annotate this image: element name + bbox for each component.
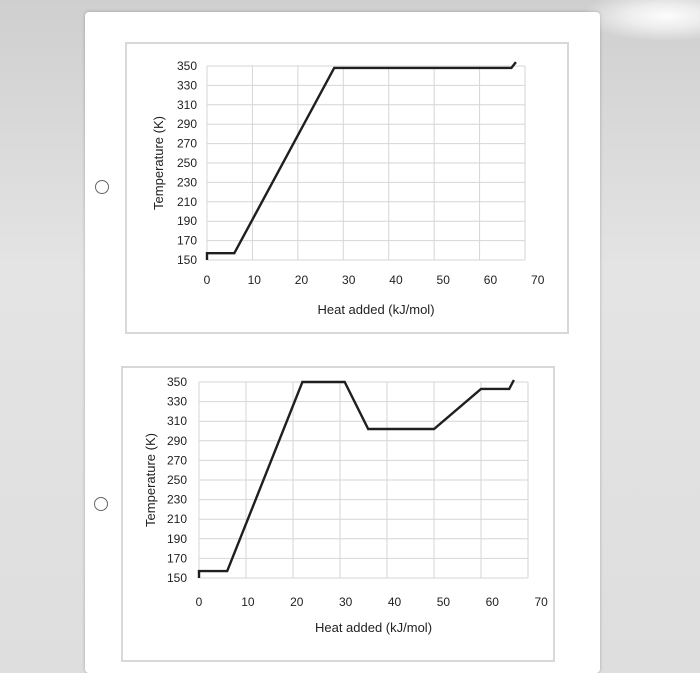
y-tick-label: 170 [177, 234, 197, 248]
y-tick-label: 350 [177, 59, 197, 73]
chart-1-svg: 350 330 310 290 270 250 230 210 190 170 150 0 10 20 30… [151, 59, 545, 317]
y-tick-label: 150 [167, 571, 187, 585]
x-tick-label: 70 [534, 595, 548, 609]
option-2-radio[interactable] [94, 497, 108, 511]
series-line [205, 61, 517, 260]
series-line [197, 379, 515, 578]
y-tick-label: 210 [167, 512, 187, 526]
x-tick-label: 60 [486, 595, 500, 609]
x-tick-label: 50 [437, 273, 451, 287]
option-1-chart: 350 330 310 290 270 250 230 210 190 170 150 0 10 20 30… [125, 42, 569, 334]
photo-glare [585, 0, 700, 40]
x-tick-label: 30 [342, 273, 356, 287]
y-tick-label: 270 [167, 453, 187, 467]
x-tick-label: 20 [290, 595, 304, 609]
y-tick-label: 330 [177, 78, 197, 92]
y-tick-label: 150 [177, 253, 197, 267]
option-1-radio[interactable] [95, 180, 109, 194]
y-tick-label: 190 [177, 214, 197, 228]
y-tick-label: 350 [167, 375, 187, 389]
option-2-chart: 350 330 310 290 270 250 230 210 190 170 150 0 10 20 30… [121, 366, 555, 662]
y-tick-label: 250 [177, 156, 197, 170]
y-tick-label: 230 [177, 175, 197, 189]
y-tick-label: 230 [167, 493, 187, 507]
x-tick-label: 10 [241, 595, 255, 609]
x-axis-title: Heat added (kJ/mol) [315, 620, 432, 635]
x-tick-label: 40 [388, 595, 402, 609]
x-tick-label: 30 [339, 595, 353, 609]
y-tick-label: 190 [167, 532, 187, 546]
x-tick-label: 0 [204, 273, 211, 287]
y-tick-label: 310 [167, 414, 187, 428]
x-tick-label: 70 [531, 273, 545, 287]
y-axis-title: Temperature (K) [151, 116, 166, 210]
y-tick-label: 310 [177, 98, 197, 112]
y-tick-label: 170 [167, 551, 187, 565]
y-tick-label: 290 [177, 117, 197, 131]
x-tick-label: 20 [295, 273, 309, 287]
y-tick-label: 250 [167, 473, 187, 487]
y-tick-label: 290 [167, 434, 187, 448]
x-tick-label: 0 [196, 595, 203, 609]
x-axis-title: Heat added (kJ/mol) [317, 302, 434, 317]
y-axis-title: Temperature (K) [143, 433, 158, 527]
x-tick-label: 50 [437, 595, 451, 609]
y-tick-label: 330 [167, 395, 187, 409]
y-tick-label: 210 [177, 195, 197, 209]
y-tick-label: 270 [177, 137, 197, 151]
chart-2-svg: 350 330 310 290 270 250 230 210 190 170 150 0 10 20 30… [143, 375, 548, 635]
x-tick-label: 40 [389, 273, 403, 287]
x-tick-label: 60 [484, 273, 498, 287]
x-tick-label: 10 [248, 273, 262, 287]
